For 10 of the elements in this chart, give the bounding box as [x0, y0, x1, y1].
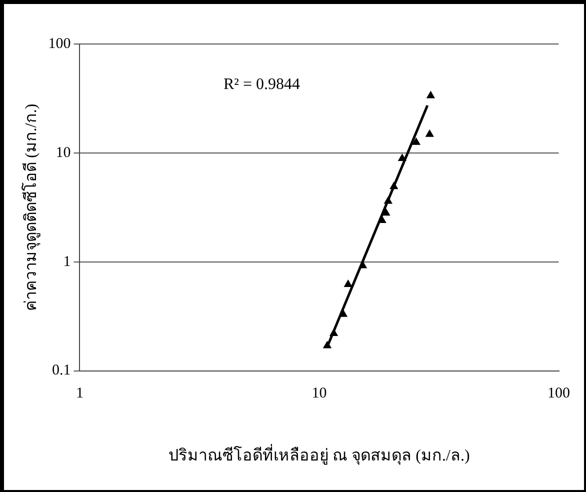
- y-tick-label: 10: [56, 144, 71, 161]
- y-axis-title: ค่าความจุดูดติดซีโอดี (มก./ก.): [20, 104, 41, 311]
- x-tick-label: 1: [76, 386, 84, 402]
- y-tick-label: 1: [63, 254, 71, 270]
- y-tick-label: 100: [48, 36, 71, 52]
- y-tick-label: 0.1: [52, 362, 71, 379]
- annotation: R² = 0.9844: [223, 76, 300, 93]
- x-tick-label: 10: [312, 386, 327, 402]
- x-axis-title: ปริมาณซีโอดีที่เหลืออยู่ ณ จุดสมดุล (มก./ล.): [168, 444, 470, 466]
- x-tick-label: 100: [548, 386, 570, 402]
